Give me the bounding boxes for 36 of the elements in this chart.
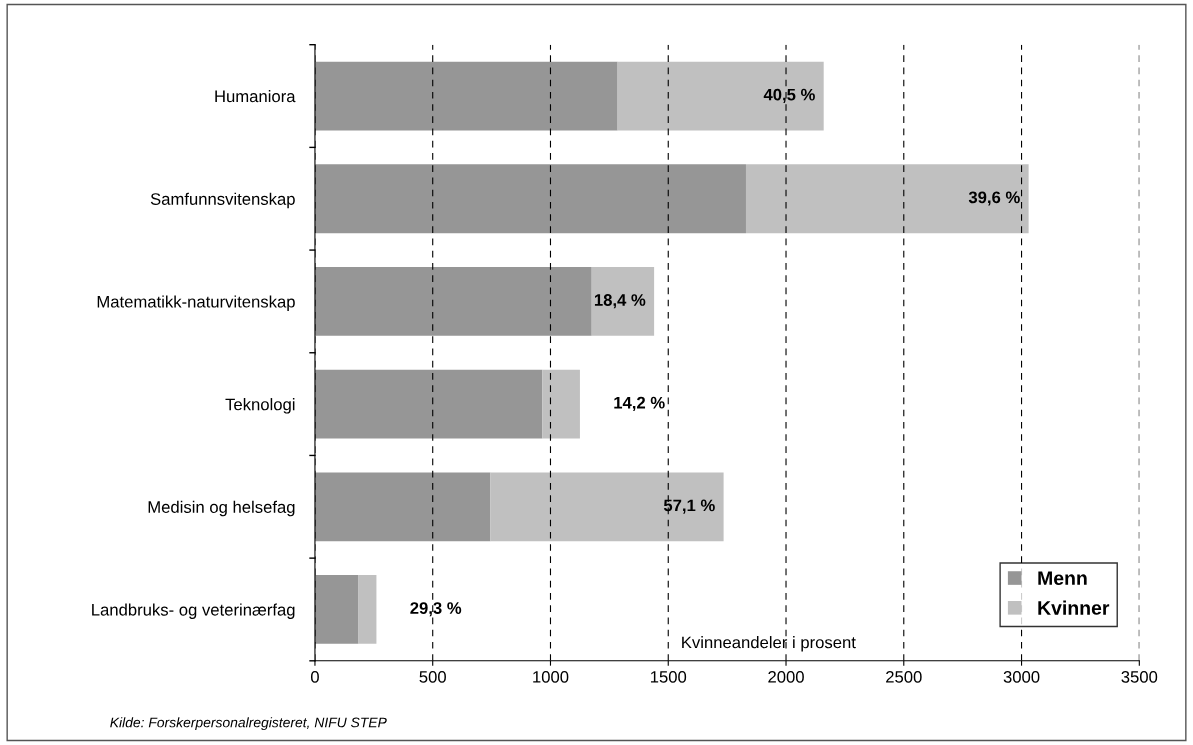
bar xyxy=(314,575,359,644)
annotation: 14,2 % xyxy=(614,396,665,411)
bar xyxy=(591,267,655,336)
bar xyxy=(314,369,543,439)
y-tick-label: Medisin og helsefag xyxy=(148,500,295,517)
bar xyxy=(358,575,377,644)
y-tick-label: Humaniora xyxy=(215,90,296,103)
annotation: 29,3 % xyxy=(410,602,462,617)
y-tick-label: Teknologi xyxy=(225,398,295,414)
x-tick-label: 500 xyxy=(419,670,446,683)
bar xyxy=(314,164,746,234)
annotation: 39,6 % xyxy=(968,191,1020,206)
x-tick-label: 1000 xyxy=(533,670,569,683)
annotation: 40,5 % xyxy=(763,88,815,103)
x-tick-label: 3500 xyxy=(1121,670,1158,683)
x-tick-label: 2000 xyxy=(768,670,804,683)
y-tick-label: Landbruks- og veterinærfag xyxy=(92,603,295,619)
x-tick-label: 2500 xyxy=(886,670,922,683)
text: Kilde: Forskerpersonalregisteret, NIFU STEP xyxy=(110,717,387,731)
annotation: 57,1 % xyxy=(663,499,715,514)
x-tick-label: 1500 xyxy=(650,670,687,683)
annotation: 18,4 % xyxy=(594,294,646,309)
bar xyxy=(542,369,580,439)
bar xyxy=(314,267,592,336)
bar xyxy=(490,472,724,542)
y-tick-label: Samfunnsvitenskap xyxy=(150,192,295,209)
bar xyxy=(745,164,1029,234)
legend-label: Kvinner xyxy=(1038,600,1110,615)
annotation: Kvinneandeler i prosent xyxy=(682,636,856,652)
legend-label: Menn xyxy=(1038,571,1087,586)
bar xyxy=(314,61,618,131)
x-tick-label: 3000 xyxy=(1003,670,1040,683)
bar xyxy=(314,472,491,542)
y-tick-label: Matematikk-naturvitenskap xyxy=(97,295,295,311)
x-tick-label: 0 xyxy=(310,670,319,683)
bar xyxy=(617,61,824,131)
